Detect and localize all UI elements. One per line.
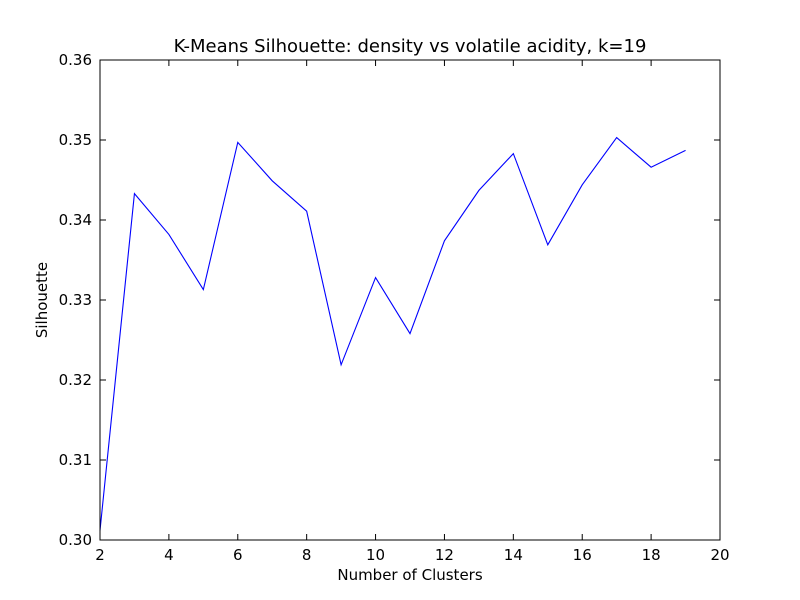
x-axis-ticks: 2 4 6 8 10 12 14 16 18 20 (95, 60, 730, 564)
x-tick-label: 4 (164, 546, 174, 564)
x-tick-label: 20 (710, 546, 729, 564)
y-tick-label: 0.33 (59, 291, 92, 309)
x-tick-label: 2 (95, 546, 105, 564)
x-tick-label: 18 (642, 546, 661, 564)
x-tick-label: 14 (504, 546, 523, 564)
series-line-0 (99, 136, 686, 531)
x-tick-label: 6 (233, 546, 243, 564)
y-tick-label: 0.30 (59, 531, 92, 549)
y-axis-ticks: 0.30 0.31 0.32 0.33 0.34 0.35 0.36 (59, 51, 720, 549)
y-tick-label: 0.32 (59, 371, 92, 389)
chart-title: K-Means Silhouette: density vs volatile … (174, 36, 647, 57)
y-tick-label: 0.35 (59, 131, 92, 149)
y-tick-label: 0.36 (59, 51, 92, 69)
x-tick-label: 12 (435, 546, 454, 564)
y-axis-label: Silhouette (33, 262, 51, 338)
series-layer (99, 136, 686, 531)
x-tick-label: 10 (366, 546, 385, 564)
x-tick-label: 16 (573, 546, 592, 564)
plot-area (100, 60, 720, 540)
y-tick-label: 0.34 (59, 211, 92, 229)
y-tick-label: 0.31 (59, 451, 92, 469)
x-axis-label: Number of Clusters (337, 566, 482, 584)
x-tick-label: 8 (302, 546, 312, 564)
